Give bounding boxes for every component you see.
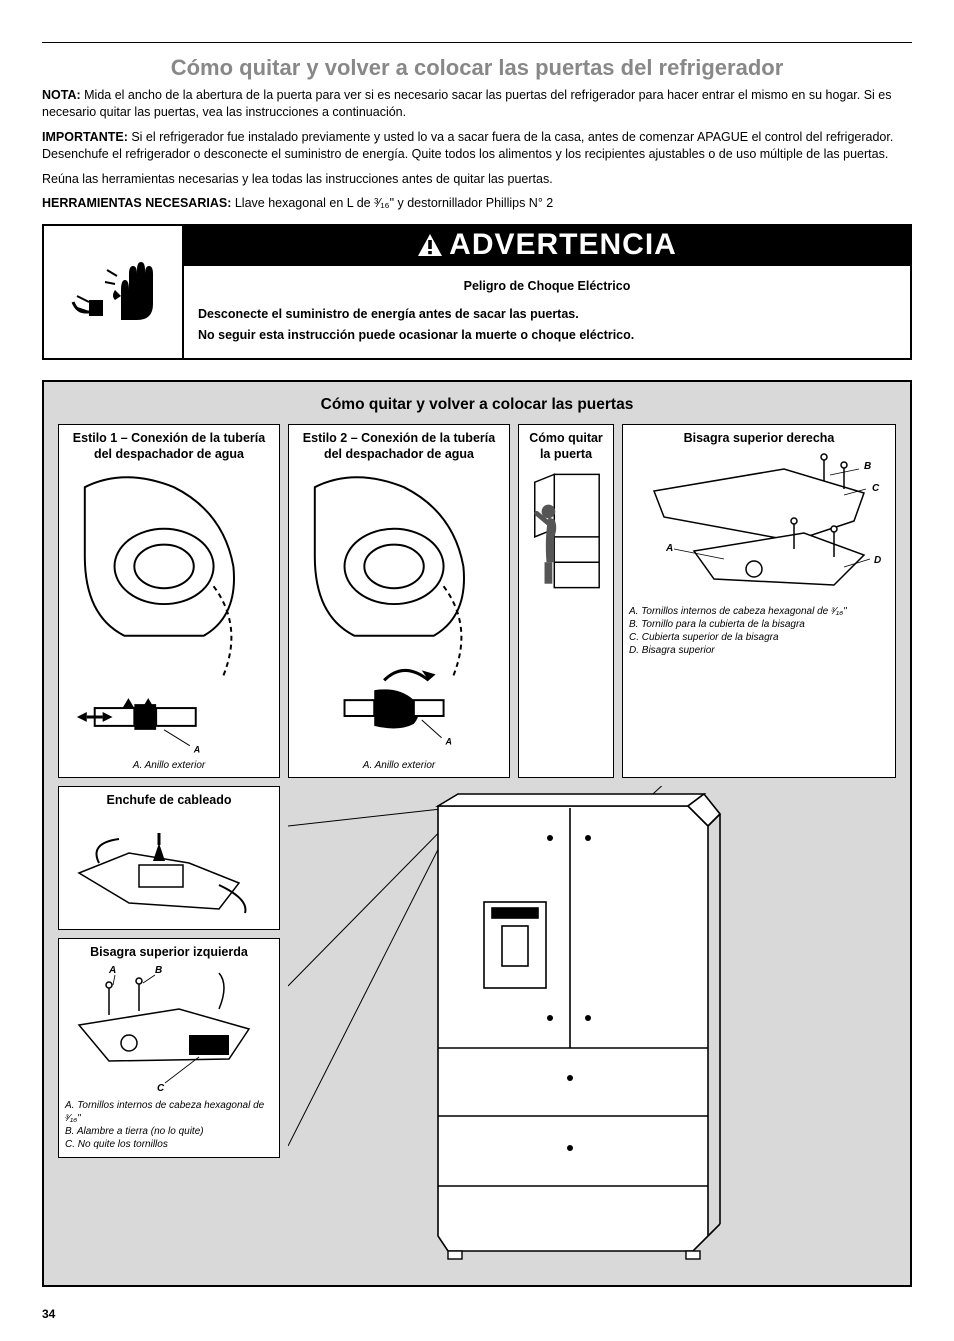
herr-text: Llave hexagonal en L de ³⁄₁₆" y destorni…: [231, 196, 553, 210]
herramientas-paragraph: HERRAMIENTAS NECESARIAS: Llave hexagonal…: [42, 195, 912, 212]
left-stack: Enchufe de cableado Bisagra superior izq…: [58, 786, 280, 1271]
warning-line2: Desconecte el suministro de energía ante…: [198, 304, 896, 325]
reuna-paragraph: Reúna las herramientas necesarias y lea …: [42, 171, 912, 188]
right-hinge-captions: A. Tornillos internos de cabeza hexagona…: [629, 605, 889, 657]
top-rule: [42, 42, 912, 43]
panel-remove-door: Cómo quitar la puerta: [518, 424, 614, 778]
fridge-area: [288, 786, 896, 1271]
importante-text: Si el refrigerador fue instalado previam…: [42, 130, 893, 161]
remove-illustration: [525, 466, 607, 596]
rh-A: A: [665, 543, 673, 554]
remove-title: Cómo quitar la puerta: [525, 431, 607, 462]
style1-caption: A. Anillo exterior: [65, 760, 273, 771]
style2-illustration: A: [295, 466, 503, 756]
rh-capD: D. Bisagra superior: [629, 644, 889, 657]
importante-paragraph: IMPORTANTE: Si el refrigerador fue insta…: [42, 129, 912, 163]
style2-title: Estilo 2 – Conexión de la tubería del de…: [295, 431, 503, 462]
panels-top-row: Estilo 1 – Conexión de la tubería del de…: [58, 424, 896, 778]
lh-A: A: [108, 965, 116, 976]
panel-style1: Estilo 1 – Conexión de la tubería del de…: [58, 424, 280, 778]
warning-line1: Peligro de Choque Eléctrico: [198, 276, 896, 297]
style1-title: Estilo 1 – Conexión de la tubería del de…: [65, 431, 273, 462]
style1-illustration: A: [65, 466, 273, 756]
style2-letter-a: A: [445, 737, 452, 747]
lh-capB: B. Alambre a tierra (no lo quite): [65, 1125, 273, 1138]
rh-C: C: [872, 483, 880, 494]
fridge-illustration: [288, 786, 868, 1266]
rh-capA: A. Tornillos internos de cabeza hexagona…: [629, 605, 889, 618]
left-hinge-title: Bisagra superior izquierda: [65, 945, 273, 961]
panel-wiring: Enchufe de cableado: [58, 786, 280, 930]
warning-bar: ADVERTENCIA: [184, 226, 910, 266]
panel-right-hinge: Bisagra superior derecha: [622, 424, 896, 778]
rh-D: D: [874, 555, 881, 566]
importante-label: IMPORTANTE:: [42, 130, 128, 144]
lh-C: C: [157, 1083, 165, 1094]
nota-text: Mida el ancho de la abertura de la puert…: [42, 88, 892, 119]
right-hinge-illustration: A B C D: [629, 451, 889, 601]
page-title: Cómo quitar y volver a colocar las puert…: [42, 55, 912, 81]
style1-letter-a: A: [193, 745, 200, 755]
rh-B: B: [864, 461, 871, 472]
lh-capC: C. No quite los tornillos: [65, 1138, 273, 1151]
lh-B: B: [155, 965, 162, 976]
nota-paragraph: NOTA: Mida el ancho de la abertura de la…: [42, 87, 912, 121]
diagram-title: Cómo quitar y volver a colocar las puert…: [58, 396, 896, 414]
panels-lower-row: Enchufe de cableado Bisagra superior izq…: [58, 786, 896, 1271]
diagram-section: Cómo quitar y volver a colocar las puert…: [42, 380, 912, 1287]
herr-label: HERRAMIENTAS NECESARIAS:: [42, 196, 231, 210]
style2-caption: A. Anillo exterior: [295, 760, 503, 771]
page-number: 34: [42, 1307, 912, 1321]
wiring-illustration: [65, 813, 273, 923]
warning-right: ADVERTENCIA Peligro de Choque Eléctrico …: [184, 226, 910, 358]
warning-icon-cell: [44, 226, 184, 358]
right-hinge-title: Bisagra superior derecha: [629, 431, 889, 447]
warning-body: Peligro de Choque Eléctrico Desconecte e…: [184, 266, 910, 358]
shock-hand-icon: [67, 252, 159, 332]
rh-capB: B. Tornillo para la cubierta de la bisag…: [629, 618, 889, 631]
rh-capC: C. Cubierta superior de la bisagra: [629, 631, 889, 644]
alert-triangle-icon: [417, 233, 443, 257]
lh-capA: A. Tornillos internos de cabeza hexagona…: [65, 1099, 273, 1125]
left-hinge-captions: A. Tornillos internos de cabeza hexagona…: [65, 1099, 273, 1151]
left-hinge-illustration: A B C: [65, 965, 273, 1095]
warning-line3: No seguir esta instrucción puede ocasion…: [198, 325, 896, 346]
panel-style2: Estilo 2 – Conexión de la tubería del de…: [288, 424, 510, 778]
warning-heading: ADVERTENCIA: [449, 228, 677, 262]
warning-box: ADVERTENCIA Peligro de Choque Eléctrico …: [42, 224, 912, 360]
wiring-title: Enchufe de cableado: [65, 793, 273, 809]
panel-left-hinge: Bisagra superior izquierda: [58, 938, 280, 1158]
nota-label: NOTA:: [42, 88, 81, 102]
